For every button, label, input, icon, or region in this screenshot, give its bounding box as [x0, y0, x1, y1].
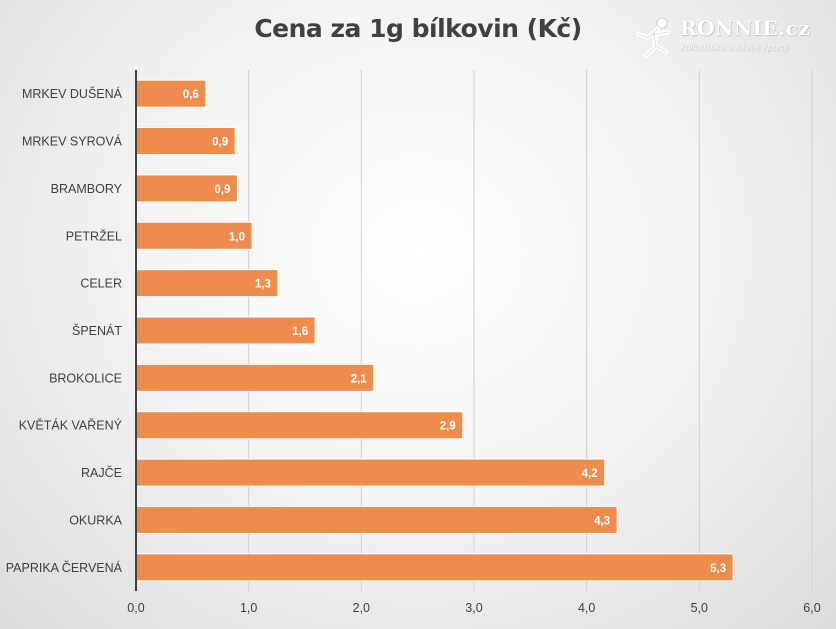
- logo-brand: RONNIE.cz: [680, 16, 811, 40]
- category-labels: MRKEV DUŠENÁ MRKEV SYROVÁ BRAMBORY PETRŽEL C…: [6, 86, 123, 575]
- bar: [135, 79, 207, 108]
- category-label: BROKOLICE: [49, 371, 122, 385]
- bar: [135, 221, 253, 250]
- tick-label: 6,0: [803, 601, 820, 615]
- runner-figure-icon: [635, 17, 671, 59]
- category-label: KVĚTÁK VAŘENÝ: [19, 418, 123, 433]
- bar: [135, 363, 375, 392]
- category-label: PETRŽEL: [66, 228, 122, 243]
- data-label: 1,3: [255, 279, 271, 291]
- bar: [135, 458, 606, 487]
- data-label: 0,9: [212, 137, 228, 149]
- category-label: OKURKA: [69, 513, 122, 527]
- data-label: 4,3: [594, 515, 610, 527]
- bar: [135, 505, 618, 534]
- data-label: 0,9: [214, 184, 230, 196]
- tick-label: 4,0: [578, 601, 595, 615]
- bar: [135, 553, 734, 582]
- category-label: MRKEV SYROVÁ: [22, 134, 123, 149]
- category-label: RAJČE: [81, 465, 122, 480]
- bar: [135, 316, 316, 345]
- bar: [135, 411, 464, 440]
- data-label: 1,6: [292, 326, 308, 338]
- bars: 0,6 0,9 0,9 1,0 1,3 1,6 2,1 2,9 4,2 4,3 5,3: [135, 79, 734, 582]
- logo-tagline: kulturistika a silové sporty: [680, 42, 789, 53]
- tick-label: 3,0: [465, 601, 482, 615]
- category-label: BRAMBORY: [51, 182, 123, 196]
- data-label: 0,6: [183, 89, 199, 101]
- category-label: PAPRIKA ČERVENÁ: [6, 560, 123, 575]
- tick-label: 1,0: [240, 601, 257, 615]
- data-label: 5,3: [710, 563, 726, 575]
- data-label: 4,2: [582, 468, 598, 480]
- tick-label: 5,0: [691, 601, 708, 615]
- bar: [135, 174, 238, 203]
- bar: [135, 127, 236, 156]
- chart-title: Cena za 1g bílkovin (Kč): [254, 14, 582, 43]
- data-label: 2,9: [440, 421, 456, 433]
- ronnie-logo: RONNIE.cz kulturistika a silové sporty: [632, 16, 828, 62]
- bar: [135, 269, 279, 298]
- category-label: CELER: [80, 277, 122, 291]
- tick-label: 0,0: [127, 601, 144, 615]
- data-label: 1,0: [229, 231, 245, 243]
- category-label: MRKEV DUŠENÁ: [22, 86, 123, 101]
- category-label: ŠPENÁT: [72, 323, 122, 338]
- tick-labels: 0,0 1,0 2,0 3,0 4,0 5,0 6,0: [127, 601, 820, 615]
- tick-label: 2,0: [353, 601, 370, 615]
- data-label: 2,1: [351, 373, 368, 385]
